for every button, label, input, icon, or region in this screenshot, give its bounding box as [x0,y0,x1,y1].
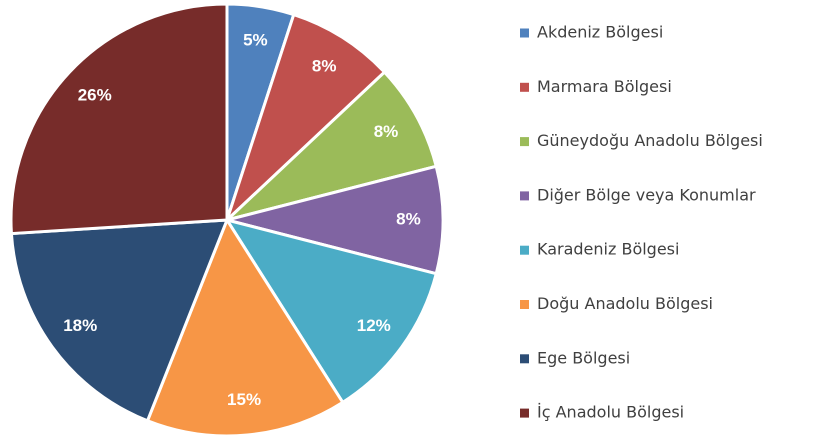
slice-label: 8% [312,56,337,75]
pie-slice [223,217,439,405]
pie-slice [145,216,345,436]
slice-label: 8% [374,122,399,141]
legend-swatch [520,28,529,38]
legend-label: İç Anadolu Bölgesi [537,403,684,422]
pie-slice [225,70,439,222]
legend-swatch [520,408,529,418]
pie-slice [225,12,387,222]
legend-swatch [520,300,529,309]
legend-swatch [520,82,529,92]
legend-label: Marmara Bölgesi [537,77,672,96]
slice-label: 5% [243,30,268,49]
legend-swatch [520,245,529,255]
legend-swatch [520,191,529,201]
legend-label: Karadeniz Bölgesi [537,240,679,259]
slice-label: 26% [78,85,112,104]
slice-label: 18% [63,316,97,335]
pie-slice [9,218,230,423]
legend-label: Akdeniz Bölgesi [537,23,663,42]
legend-label: Ege Bölgesi [537,348,630,367]
legend-label: Güneydoğu Anadolu Bölgesi [537,131,763,150]
slice-label: 12% [357,316,391,335]
legend-swatch [520,137,529,147]
pie-slice [226,164,445,276]
legend-label: Doğu Anadolu Bölgesi [537,294,713,313]
slice-label: 15% [227,390,261,409]
legend-swatch [520,354,529,364]
legend-label: Diğer Bölge veya Konumlar [537,185,756,204]
slice-label: 8% [396,209,421,228]
pie-slice [9,2,229,236]
